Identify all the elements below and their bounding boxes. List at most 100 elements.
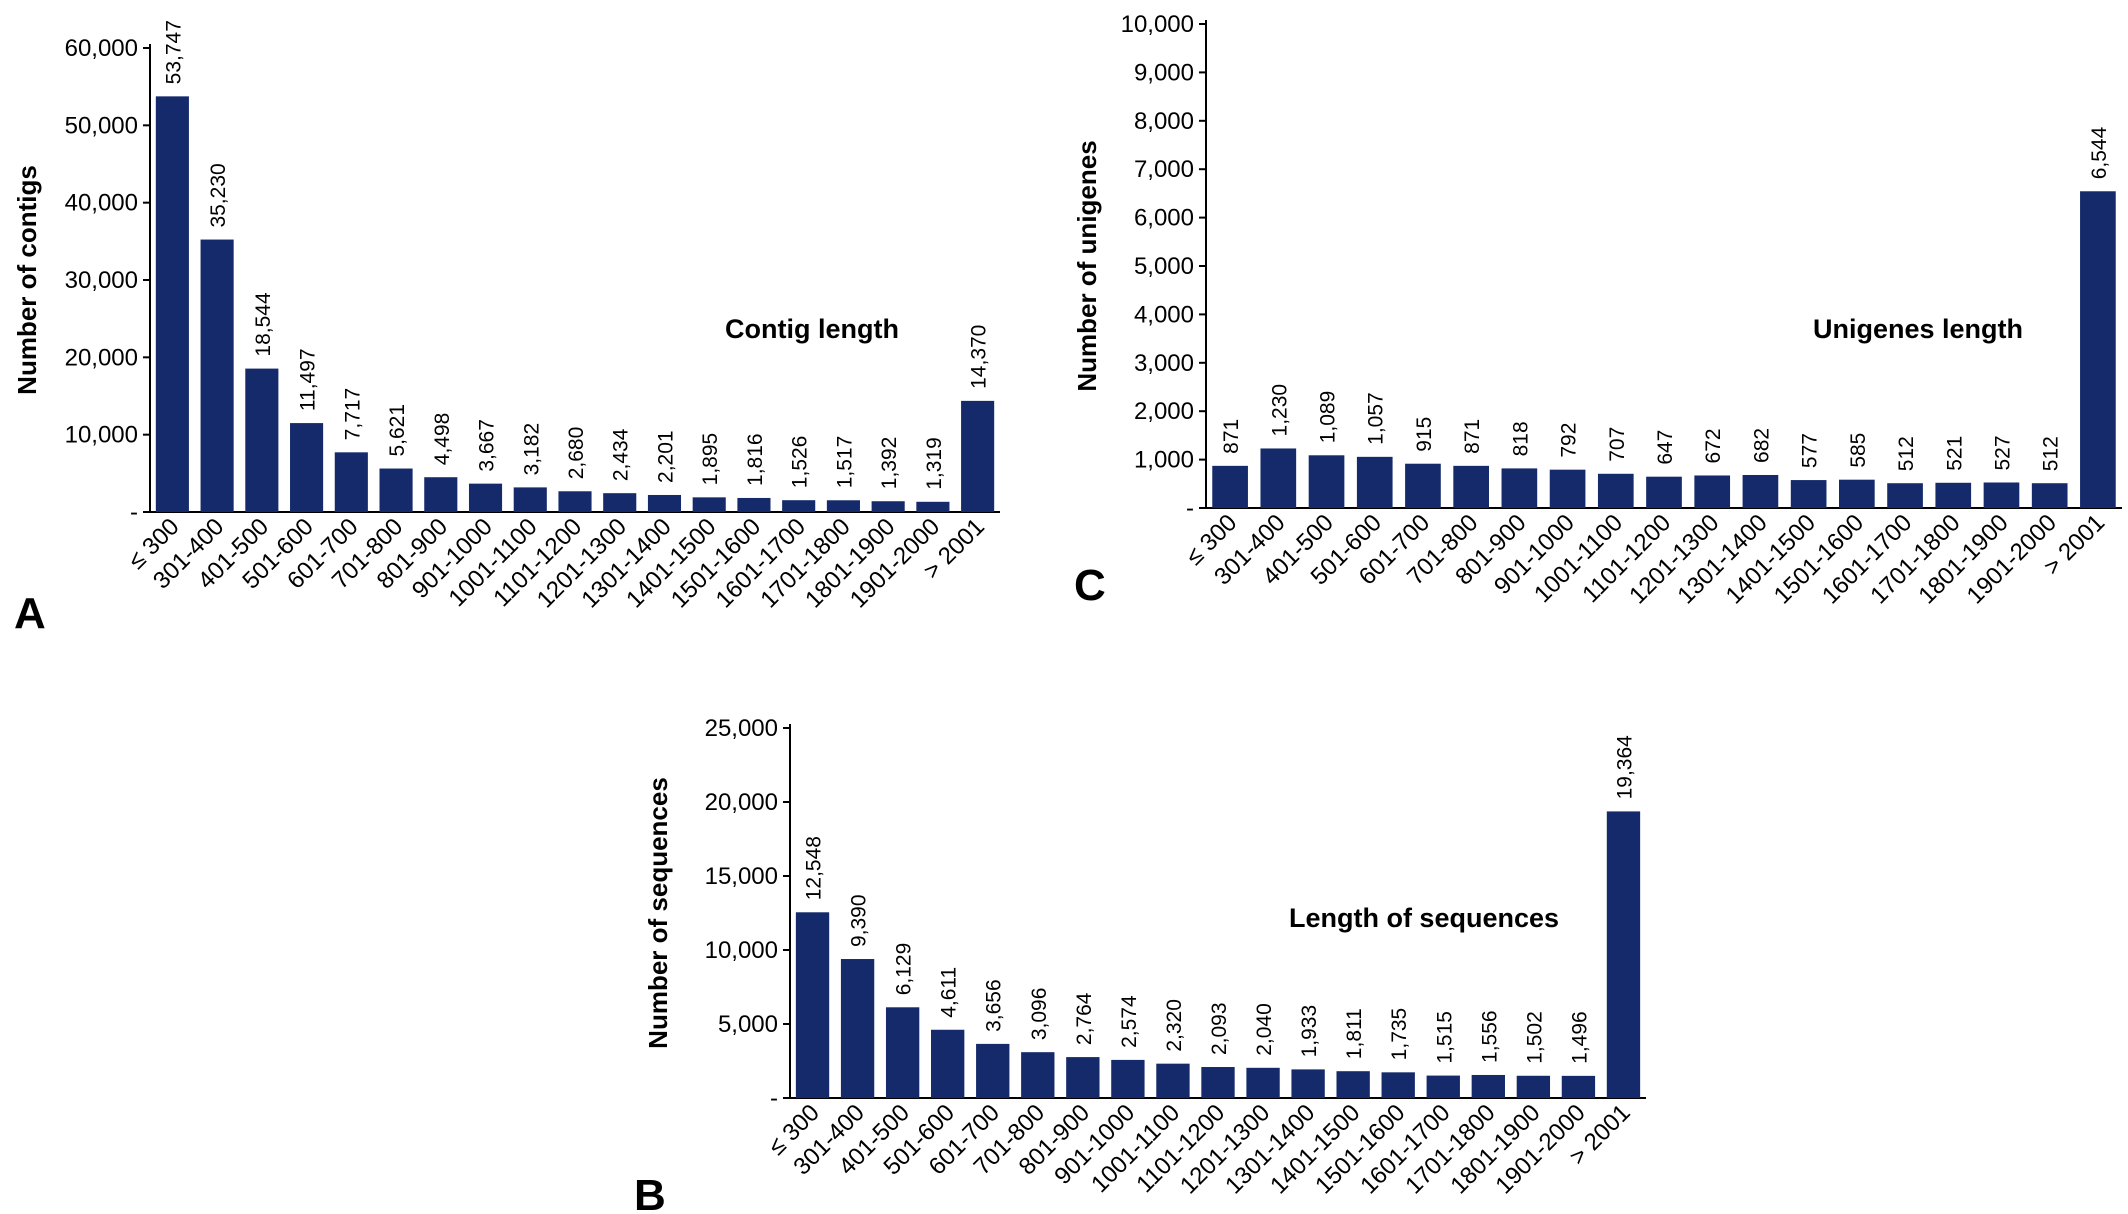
data-label: 12,548 — [803, 836, 826, 900]
data-label: 818 — [1509, 421, 1532, 456]
data-label: 6,129 — [893, 943, 916, 996]
bar — [1606, 811, 1641, 1098]
data-label: 4,611 — [938, 967, 961, 1018]
panel-letter: B — [634, 1171, 666, 1214]
bar — [1212, 465, 1248, 508]
bar — [1516, 1075, 1551, 1098]
bar — [1405, 463, 1441, 508]
bar — [2031, 483, 2068, 508]
data-label: 1,811 — [1343, 1008, 1366, 1059]
y-tick-label: 3,000 — [1134, 350, 1194, 377]
data-label: 707 — [1606, 427, 1629, 462]
bar — [558, 491, 592, 512]
bar — [245, 368, 279, 512]
y-tick-label: 10,000 — [705, 937, 778, 964]
data-label: 3,096 — [1028, 988, 1051, 1041]
data-label: 682 — [1750, 428, 1773, 463]
data-label: 577 — [1799, 433, 1822, 468]
data-label: 11,497 — [297, 348, 320, 411]
bar — [795, 912, 830, 1098]
y-tick-label: 4,000 — [1134, 301, 1194, 328]
bar — [1983, 482, 2020, 508]
bar — [931, 1029, 965, 1098]
y-tick-label: 25,000 — [705, 715, 778, 742]
data-label: 1,515 — [1433, 1011, 1456, 1064]
bar — [603, 493, 637, 512]
bar — [737, 497, 771, 512]
panel-letter: C — [1074, 561, 1106, 610]
data-label: 1,057 — [1365, 392, 1388, 445]
bar — [1790, 480, 1827, 508]
data-label: 2,320 — [1163, 999, 1186, 1052]
data-label: 9,390 — [848, 894, 871, 947]
y-tick-label: 50,000 — [65, 112, 138, 139]
bar — [916, 501, 950, 512]
bar — [155, 96, 189, 512]
data-label: 35,230 — [207, 163, 230, 227]
bar — [1887, 483, 1923, 508]
data-label: 1,895 — [699, 433, 722, 486]
data-label: 18,544 — [252, 292, 275, 357]
data-label: 915 — [1413, 417, 1436, 452]
y-axis-title: Number of unigenes — [1072, 140, 1102, 391]
bar — [379, 468, 413, 512]
bar — [1066, 1057, 1100, 1098]
y-tick-label: 20,000 — [705, 789, 778, 816]
bar — [1646, 476, 1682, 508]
data-label: 1,517 — [833, 436, 856, 489]
chart-c: - 1,000 2,000 3,000 4,000 5,000 6,000 7,000 8,00… — [1072, 11, 2122, 610]
bar — [1336, 1071, 1370, 1098]
bar — [1021, 1052, 1055, 1098]
y-tick-label: 8,000 — [1134, 108, 1194, 135]
bar — [1356, 456, 1393, 508]
y-tick-label: - — [1186, 495, 1194, 522]
bar — [1501, 468, 1538, 508]
data-label: 512 — [1895, 436, 1918, 471]
panel-letter: A — [14, 589, 46, 638]
bar — [1839, 479, 1875, 508]
y-tick-label: 2,000 — [1134, 398, 1194, 425]
data-label: 19,364 — [1613, 735, 1636, 800]
data-label: 6,544 — [2088, 126, 2111, 179]
data-label: 4,498 — [431, 413, 454, 466]
bar — [1246, 1067, 1280, 1098]
bar — [961, 400, 995, 512]
bar — [692, 497, 726, 512]
data-label: 871 — [1220, 419, 1243, 454]
data-label: 647 — [1654, 430, 1677, 465]
bar — [647, 494, 682, 512]
bar — [782, 500, 816, 512]
bar — [1308, 455, 1345, 508]
data-label: 2,040 — [1253, 1003, 1276, 1056]
data-label: 1,319 — [923, 437, 946, 490]
data-label: 672 — [1702, 428, 1725, 463]
data-label: 1,735 — [1388, 1008, 1411, 1061]
y-tick-label: 10,000 — [1121, 11, 1194, 38]
y-tick-label: 7,000 — [1134, 156, 1194, 183]
data-label: 2,680 — [565, 427, 588, 480]
bar — [1260, 448, 1297, 508]
bar — [1694, 475, 1731, 508]
data-label: 2,201 — [654, 430, 677, 483]
data-label: 1,496 — [1568, 1011, 1591, 1064]
data-label: 1,392 — [878, 437, 901, 490]
bar — [1549, 469, 1586, 508]
data-label: 527 — [1991, 435, 2014, 470]
bar — [976, 1043, 1010, 1098]
data-label: 792 — [1558, 423, 1581, 458]
chart-a: - 10,000 20,000 30,000 40,000 50,000 60,000 53,… — [12, 20, 1000, 638]
data-label: 1,556 — [1478, 1010, 1501, 1063]
data-label: 1,230 — [1268, 384, 1291, 437]
data-label: 521 — [1943, 436, 1966, 471]
bar — [1201, 1067, 1235, 1098]
bar — [334, 452, 368, 512]
y-tick-label: 9,000 — [1134, 59, 1194, 86]
bar — [1426, 1075, 1460, 1098]
bar — [885, 1007, 920, 1098]
y-tick-label: - — [130, 499, 138, 526]
y-tick-label: 5,000 — [718, 1011, 778, 1038]
y-tick-label: - — [770, 1085, 778, 1112]
y-tick-label: 60,000 — [65, 35, 138, 62]
data-label: 2,574 — [1118, 995, 1141, 1048]
chart-title: Unigenes length — [1813, 314, 2023, 344]
